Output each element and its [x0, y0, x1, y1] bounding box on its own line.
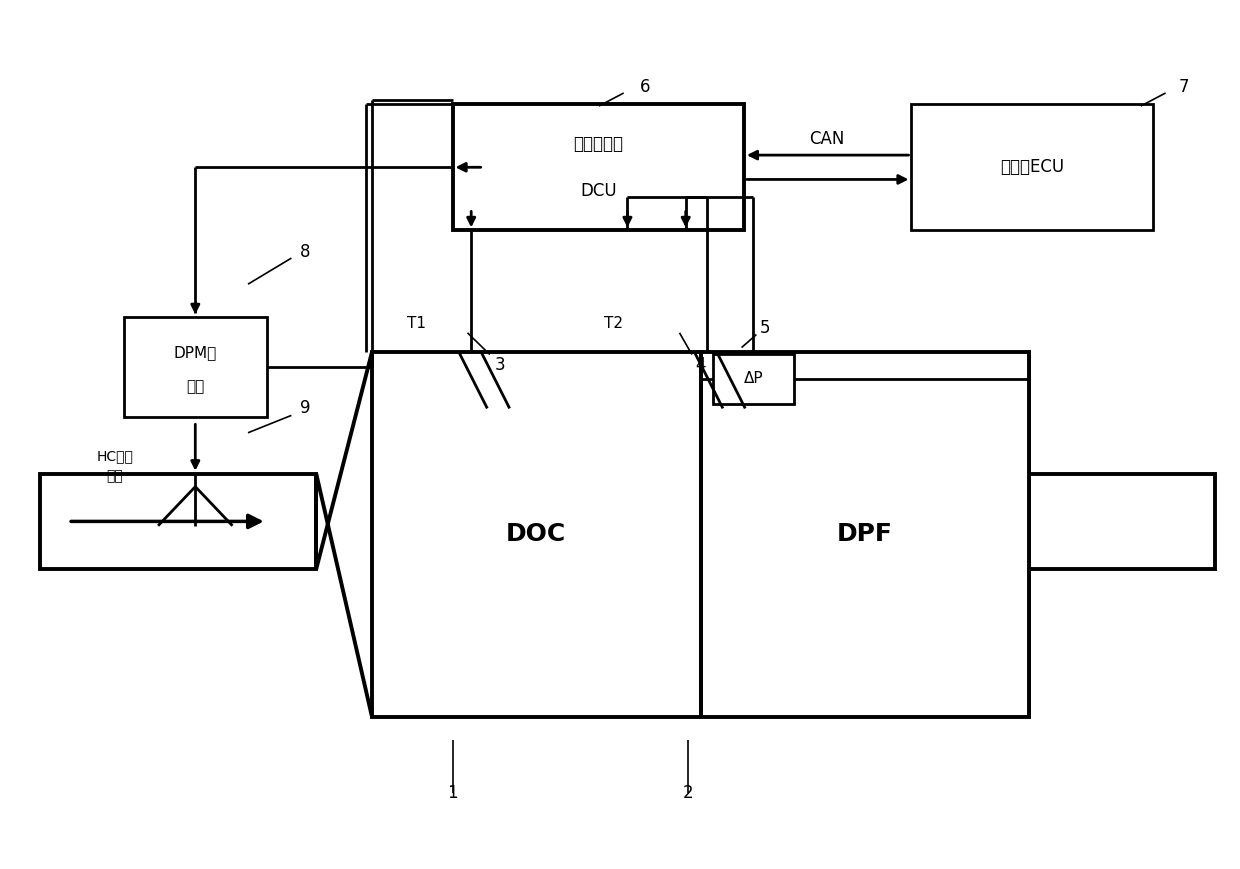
Text: 单元: 单元 [107, 469, 123, 483]
Bar [911, 104, 1153, 230]
Text: HC喷射: HC喷射 [97, 449, 133, 463]
Text: 9: 9 [300, 400, 310, 417]
Text: 1: 1 [448, 784, 458, 801]
Text: ΔP: ΔP [744, 371, 763, 387]
Bar [1029, 474, 1215, 569]
Bar [453, 104, 744, 230]
Text: CAN: CAN [810, 130, 844, 148]
Text: 2: 2 [683, 784, 693, 801]
Text: 油泵: 油泵 [186, 380, 205, 395]
Bar [372, 352, 701, 717]
Text: DPM喷: DPM喷 [174, 345, 217, 360]
Text: T1: T1 [407, 315, 427, 331]
Bar [124, 317, 267, 417]
Text: T2: T2 [604, 315, 624, 331]
Text: 5: 5 [760, 320, 770, 337]
Bar [713, 354, 794, 404]
Text: 7: 7 [1179, 78, 1189, 96]
Text: 8: 8 [300, 243, 310, 261]
Text: 4: 4 [696, 356, 706, 374]
Text: 发动机ECU: 发动机ECU [1001, 158, 1064, 176]
Text: 再生控制器: 再生控制器 [573, 135, 624, 153]
Bar [701, 352, 1029, 717]
Bar [40, 474, 316, 569]
Text: DOC: DOC [506, 522, 567, 547]
Text: 6: 6 [640, 78, 650, 96]
Text: 3: 3 [495, 356, 505, 374]
Text: DPF: DPF [837, 522, 893, 547]
Text: DCU: DCU [580, 182, 616, 200]
